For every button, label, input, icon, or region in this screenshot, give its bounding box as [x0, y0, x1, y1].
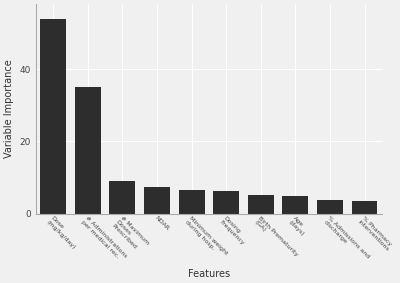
Bar	[352, 201, 378, 214]
X-axis label: Features: Features	[188, 269, 230, 279]
Bar	[75, 87, 101, 214]
Bar	[144, 187, 170, 214]
Bar	[179, 190, 204, 214]
Y-axis label: Variable Importance: Variable Importance	[4, 60, 14, 158]
Bar	[213, 191, 239, 214]
Bar	[282, 196, 308, 214]
Bar	[248, 195, 274, 214]
Bar	[317, 200, 343, 214]
Bar	[110, 181, 135, 214]
Bar	[40, 19, 66, 214]
